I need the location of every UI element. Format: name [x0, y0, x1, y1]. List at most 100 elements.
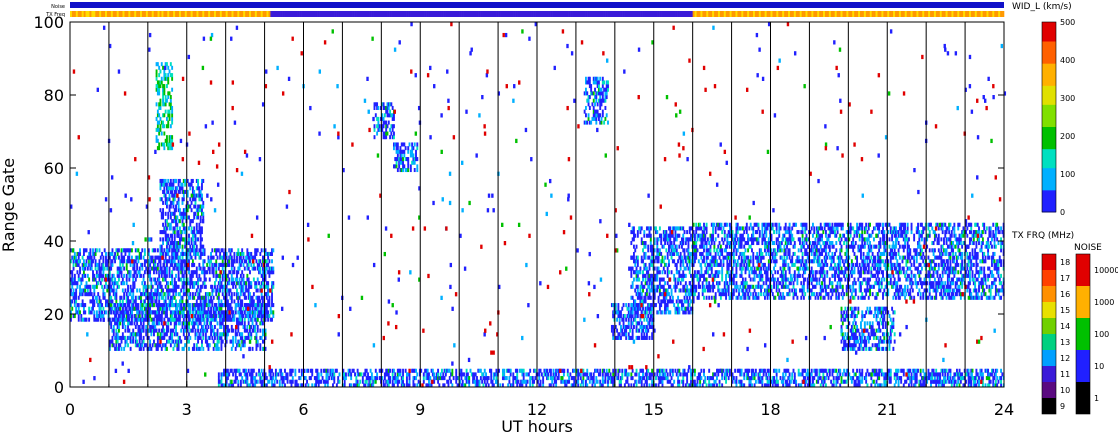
noise-strip-row: Noise [51, 2, 1004, 10]
data-cell [705, 230, 708, 235]
data-cell [701, 251, 704, 256]
data-cell [79, 310, 81, 315]
data-cell [199, 328, 202, 333]
data-cell [155, 292, 158, 297]
txfreq-strip-cell [706, 11, 709, 17]
data-cell [168, 335, 171, 340]
txfreq-strip-cell [692, 11, 695, 17]
data-cell [670, 255, 673, 260]
data-cell [666, 266, 669, 271]
data-cell [180, 288, 183, 293]
data-cell [734, 259, 737, 264]
data-cell [175, 339, 177, 344]
data-cell [102, 255, 105, 260]
data-cell [163, 84, 166, 89]
data-cell [272, 303, 275, 308]
data-cell [164, 226, 167, 231]
data-cell [247, 259, 250, 264]
data-cell [252, 255, 255, 260]
data-cell [639, 266, 642, 271]
data-cell [616, 317, 619, 322]
data-cell [169, 314, 172, 319]
data-cell [165, 346, 168, 351]
data-cell [112, 317, 115, 322]
data-cell [172, 317, 175, 322]
data-cell [186, 292, 189, 297]
data-cell [193, 248, 196, 253]
data-cell [188, 233, 190, 238]
data-cell [684, 292, 687, 297]
data-cell [197, 335, 200, 340]
data-cell [169, 328, 172, 333]
data-cell [213, 314, 216, 319]
data-cell [156, 266, 159, 271]
data-cell [159, 259, 162, 264]
data-cell [259, 346, 262, 351]
data-cell [165, 62, 168, 67]
data-cell [215, 251, 218, 256]
txfreq-strip-cell [243, 11, 246, 17]
data-cell [761, 226, 764, 231]
data-cell [71, 281, 74, 286]
data-cell [153, 339, 155, 344]
txfreq-strip-cell [556, 11, 559, 17]
data-cell [165, 204, 168, 209]
txfreq-strip-cell [970, 11, 974, 17]
data-cell [741, 277, 744, 282]
data-cell [197, 310, 200, 315]
data-cell [757, 241, 760, 246]
data-cell [97, 314, 100, 319]
data-cell [762, 233, 765, 238]
data-cell [236, 281, 238, 286]
data-cell [207, 324, 210, 329]
data-cell [189, 277, 192, 282]
txfreq-strip-cell [486, 11, 489, 17]
data-cell [194, 314, 197, 319]
data-cell [601, 91, 604, 96]
data-cell [600, 102, 603, 107]
data-cell [178, 306, 181, 311]
data-cell [141, 281, 144, 286]
data-cell [165, 266, 168, 271]
data-cell [220, 332, 223, 337]
data-cell [129, 299, 132, 304]
data-cell [252, 314, 255, 319]
data-cell [640, 226, 643, 231]
data-cell [158, 270, 161, 275]
data-cell [197, 215, 200, 220]
data-cell [129, 259, 132, 264]
data-cell [202, 328, 205, 333]
txfreq-strip-cell [887, 11, 890, 17]
data-cell [416, 146, 419, 151]
data-cell [215, 273, 218, 278]
data-cell [99, 281, 102, 286]
data-cell [221, 259, 224, 264]
txfreq-strip-cell [474, 11, 477, 17]
data-cell [744, 277, 747, 282]
data-cell [159, 124, 162, 129]
data-cell [102, 270, 105, 275]
data-cell [245, 306, 248, 311]
data-cell [191, 321, 194, 326]
data-cell [632, 255, 635, 260]
data-cell [622, 321, 625, 326]
data-cell [213, 284, 216, 289]
data-cell [167, 211, 170, 216]
data-cell [238, 251, 241, 256]
data-cell [202, 295, 205, 300]
data-cell [171, 273, 174, 278]
txfreq-strip-cell [733, 11, 736, 17]
data-cell [705, 241, 708, 246]
data-cell [155, 321, 158, 326]
data-cell [604, 105, 607, 110]
data-cell [748, 295, 751, 300]
txfreq-strip-cell [105, 11, 108, 17]
txfreq-strip-cell [863, 11, 867, 17]
data-cell [237, 251, 240, 256]
data-cell [223, 314, 225, 319]
data-cell [158, 273, 161, 278]
data-cell [241, 288, 244, 293]
txfreq-strip-cell [679, 11, 682, 17]
data-cell [193, 284, 196, 289]
data-cell [642, 270, 644, 275]
